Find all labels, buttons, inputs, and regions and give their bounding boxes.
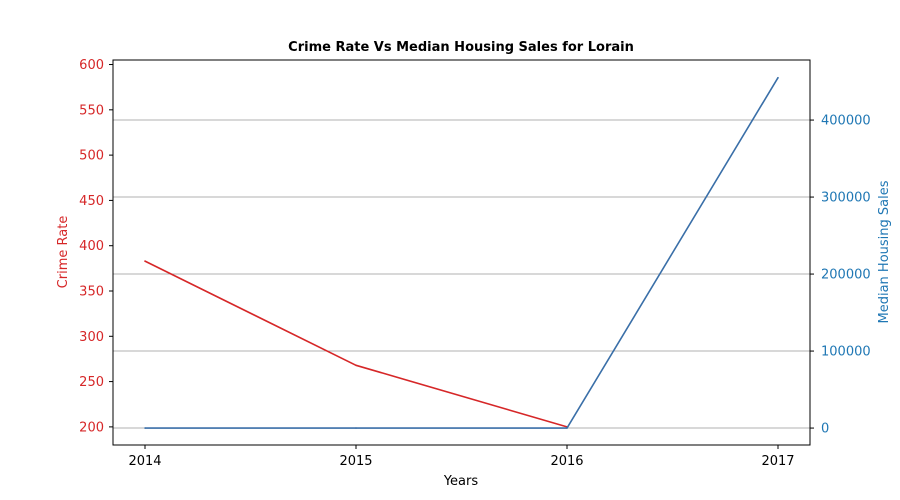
y-axis-left-label: Crime Rate <box>56 216 71 289</box>
y-left-tick-label-5: 450 <box>79 194 104 209</box>
plot-frame <box>112 59 811 446</box>
y-left-tick-label-2: 300 <box>79 330 104 345</box>
x-axis: 2014 2015 2016 2017 <box>128 445 795 469</box>
y-left-tick-label-6: 500 <box>79 149 104 164</box>
y-left-tick-label-1: 250 <box>79 375 104 390</box>
series-left-point-1 <box>355 364 357 367</box>
x-tick-label-2: 2016 <box>550 454 583 469</box>
x-tick-label-1: 2015 <box>339 454 372 469</box>
y-right-tick-label-3: 300000 <box>821 191 871 206</box>
series-right-point-3 <box>777 76 779 79</box>
y-right-tick-label-0: 0 <box>821 422 829 437</box>
series-right-point-0 <box>144 427 146 429</box>
x-axis-label: Years <box>443 474 479 489</box>
chart-title: Crime Rate Vs Median Housing Sales for L… <box>288 40 634 55</box>
series-left-point-0 <box>144 260 146 262</box>
y-left-tick-label-4: 400 <box>79 239 104 254</box>
y-right-tick-label-4: 400000 <box>821 114 871 129</box>
series-layer <box>144 76 779 429</box>
y-right-tick-label-1: 100000 <box>821 345 871 360</box>
y-left-tick-label-7: 550 <box>79 103 104 118</box>
series-right-point-2 <box>566 427 568 429</box>
series-line-right <box>145 77 779 429</box>
y-left-tick-label-0: 200 <box>79 420 104 435</box>
series-right-point-1 <box>355 427 357 429</box>
y-axis-right-label: Median Housing Sales <box>877 180 892 323</box>
x-tick-label-3: 2017 <box>761 454 794 469</box>
y-left-tick-label-3: 350 <box>79 285 104 300</box>
series-line-left <box>144 260 568 428</box>
y-right-tick-label-2: 200000 <box>821 268 871 283</box>
y-axis-left: 200 250 300 350 400 450 500 550 600 <box>79 58 113 435</box>
y-left-tick-label-8: 600 <box>79 58 104 73</box>
y-axis-right: 0 100000 200000 300000 400000 <box>810 114 871 437</box>
x-tick-label-0: 2014 <box>128 454 161 469</box>
grid-lines <box>113 119 810 429</box>
